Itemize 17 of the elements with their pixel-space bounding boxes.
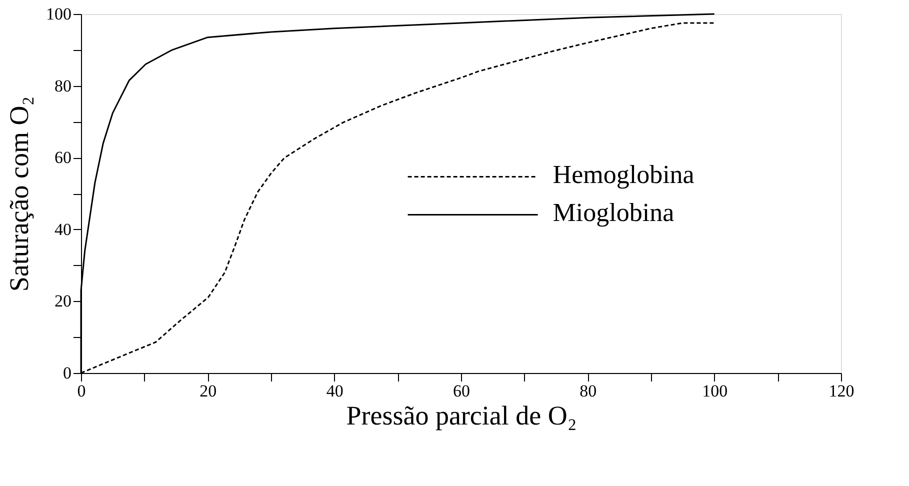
y-tick-label: 0 [63,364,72,382]
x-tick-label: 20 [200,382,217,400]
x-tick-label: 60 [453,382,470,400]
y-tick-label: 60 [54,148,72,168]
y-tick-label: 20 [54,292,72,311]
legend-label: Mioglobina [552,198,675,227]
y-axis-title: Saturação com O₂ [4,96,34,292]
x-tick-label: 0 [77,382,86,400]
y-tick-label: 40 [54,220,72,239]
legend-label: Hemoglobina [552,160,695,189]
x-tick-label: 120 [828,382,854,400]
x-tick-label: 100 [702,382,728,400]
x-axis-title: Pressão parcial de O₂ [346,400,577,430]
y-tick-label: 100 [46,4,72,24]
x-tick-label: 80 [580,382,597,400]
x-tick-label: 40 [326,382,344,400]
y-tick-label: 80 [54,76,72,96]
